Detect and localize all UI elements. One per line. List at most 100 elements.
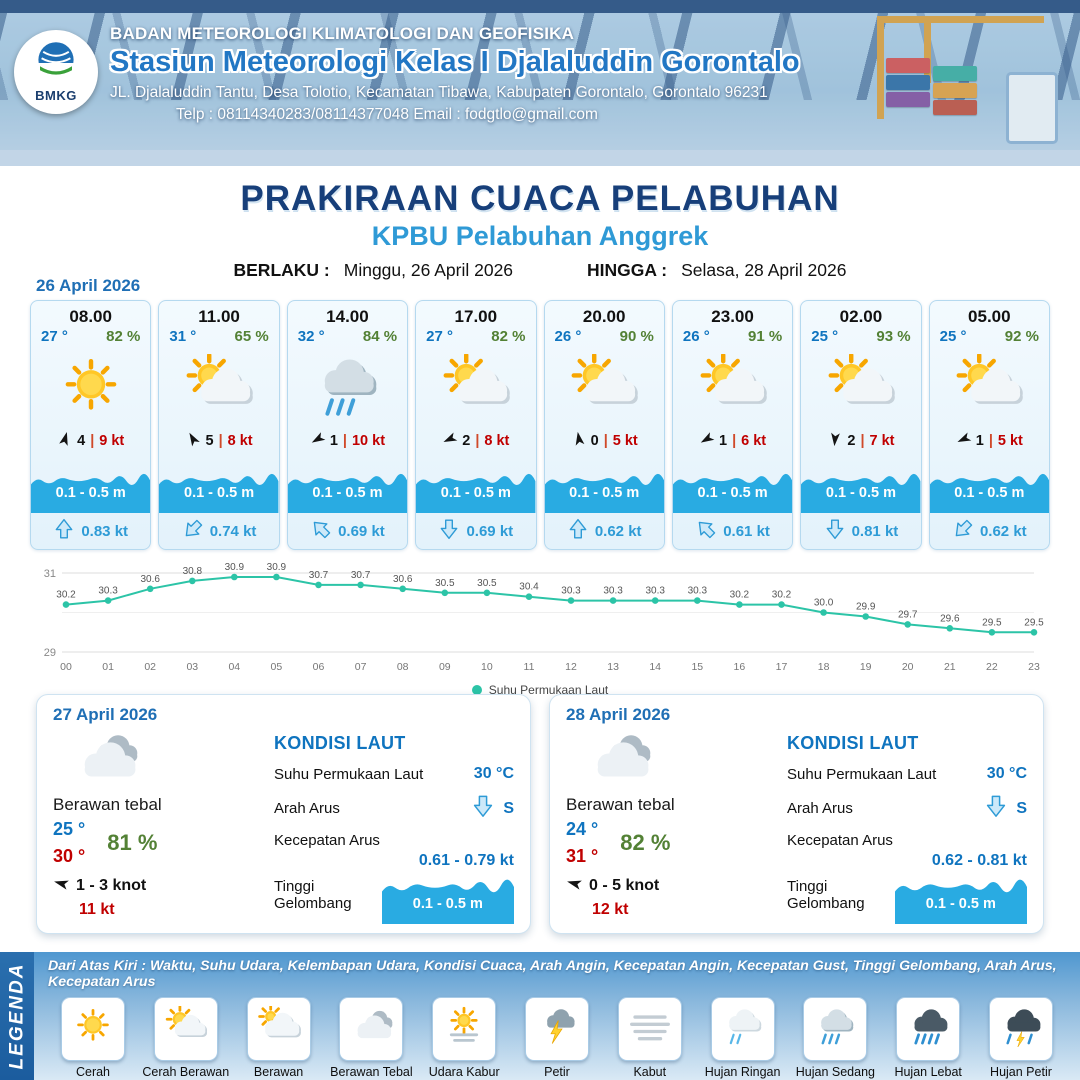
forecast-card-02.00: 02.00 25 ° 93 % 2 | 7 kt 0.1 - 0.5 m 0.81 kt bbox=[800, 300, 922, 550]
legend-item-hujan-petir: Hujan Petir bbox=[976, 997, 1066, 1079]
sea-conditions-title: KONDISI LAUT bbox=[274, 733, 406, 753]
svg-text:13: 13 bbox=[607, 661, 619, 673]
wave-height-label: Tinggi Gelombang bbox=[787, 878, 865, 912]
wind-direction-icon bbox=[699, 431, 715, 451]
svg-text:30.7: 30.7 bbox=[309, 570, 329, 581]
card-temperature: 26 ° bbox=[554, 328, 582, 345]
valid-to-label: HINGGA : bbox=[587, 260, 668, 280]
legend-item-berawan-tebal: Berawan Tebal bbox=[326, 997, 416, 1079]
wind-direction-icon bbox=[310, 431, 326, 451]
bmkg-logo: BMKG bbox=[14, 30, 98, 114]
chart-legend: Suhu Permukaan Laut bbox=[30, 683, 1050, 697]
daily-humidity: 82 % bbox=[620, 830, 671, 855]
wave-height-value: 0.1 - 0.5 m bbox=[184, 485, 255, 501]
current-speed: 0.69 kt bbox=[338, 522, 385, 540]
daily-date: 28 April 2026 bbox=[566, 705, 671, 724]
daily-condition: Berawan tebal bbox=[566, 795, 675, 814]
current-speed: 0.62 kt bbox=[979, 522, 1027, 540]
card-time: 11.00 bbox=[198, 307, 240, 326]
wind-speed: 9 kt bbox=[99, 433, 125, 449]
card-humidity: 82 % bbox=[491, 328, 526, 345]
card-humidity: 93 % bbox=[876, 328, 911, 345]
current-speed-value: 0.61 - 0.79 kt bbox=[418, 852, 514, 869]
current-direction-value: S bbox=[1016, 799, 1027, 817]
svg-text:15: 15 bbox=[691, 661, 703, 673]
svg-text:30.6: 30.6 bbox=[393, 574, 413, 585]
wave-height-value: 0.1 - 0.5 m bbox=[55, 485, 126, 501]
svg-text:21: 21 bbox=[944, 661, 956, 673]
daily-card-28-april: 28 April 2026 Berawan tebal 24 ° 31 ° 82… bbox=[549, 694, 1044, 934]
wave-icon bbox=[381, 879, 514, 924]
wave-height-band: 0.1 - 0.5 m bbox=[801, 469, 921, 513]
wave-height-band: 0.1 - 0.5 m bbox=[31, 469, 151, 513]
wave-height-band: 0.1 - 0.5 m bbox=[416, 469, 536, 513]
wave-height-band: 0.1 - 0.5 m bbox=[287, 469, 408, 513]
wind-direction-icon bbox=[57, 431, 73, 451]
container-illustration bbox=[933, 100, 977, 115]
forecast-cards-row: 08.00 27 ° 82 % 4 | 9 kt 0.1 - 0.5 m 0.83 kt 11.… bbox=[30, 300, 1050, 550]
weather-icon-udara-kabur bbox=[439, 1006, 489, 1052]
container-illustration bbox=[933, 66, 977, 81]
svg-text:30.8: 30.8 bbox=[183, 566, 203, 577]
wind-speed: 8 kt bbox=[227, 433, 253, 449]
wave-icon bbox=[894, 879, 1027, 924]
svg-text:30.6: 30.6 bbox=[140, 574, 160, 585]
container-illustration bbox=[886, 92, 930, 107]
wind-value: 0 bbox=[590, 433, 599, 449]
separator: | bbox=[988, 433, 993, 449]
legend-item-label: Hujan Ringan bbox=[704, 1065, 781, 1079]
legend-icon-box bbox=[339, 997, 404, 1061]
svg-text:09: 09 bbox=[439, 661, 451, 673]
weather-icon-cerah-berawan bbox=[930, 345, 1049, 429]
valid-to-date: Selasa, 28 April 2026 bbox=[681, 260, 847, 280]
card-temperature: 31 ° bbox=[169, 328, 197, 345]
svg-text:20: 20 bbox=[902, 661, 914, 673]
current-direction-value: S bbox=[503, 799, 514, 817]
forecast-card-05.00: 05.00 25 ° 92 % 1 | 5 kt 0.1 - 0.5 m 0.62 kt bbox=[928, 300, 1050, 550]
station-contact: Telp : 08114340283/08114377048 Email : f… bbox=[176, 106, 598, 123]
svg-text:07: 07 bbox=[355, 661, 367, 673]
legend-item-cerah-berawan: Cerah Berawan bbox=[141, 997, 231, 1079]
legend-item-label: Kabut bbox=[633, 1065, 667, 1079]
legend-item-petir: Petir bbox=[512, 997, 602, 1079]
crane-illustration bbox=[877, 16, 1044, 119]
container-illustration bbox=[933, 83, 977, 98]
card-humidity: 84 % bbox=[362, 328, 398, 345]
weather-icon-cerah bbox=[31, 345, 150, 429]
wave-height-band: 0.1 - 0.5 m bbox=[159, 469, 279, 513]
svg-text:05: 05 bbox=[271, 661, 283, 673]
svg-text:19: 19 bbox=[860, 661, 872, 673]
forecast-card-23.00: 23.00 26 ° 91 % 1 | 6 kt 0.1 - 0.5 m 0.61 kt bbox=[671, 300, 794, 550]
legend-item-label: Hujan Lebat bbox=[894, 1065, 962, 1079]
wind-speed: 6 kt bbox=[741, 433, 767, 449]
chart-legend-dot bbox=[471, 685, 482, 695]
wind-direction-icon bbox=[442, 431, 458, 451]
separator: | bbox=[603, 433, 608, 449]
svg-text:30.9: 30.9 bbox=[267, 562, 287, 573]
signboard-illustration bbox=[1006, 72, 1058, 144]
svg-text:30.2: 30.2 bbox=[772, 590, 792, 601]
card-time: 23.00 bbox=[711, 307, 754, 326]
svg-text:11: 11 bbox=[524, 661, 535, 673]
weather-icon-cerah-berawan bbox=[161, 1005, 211, 1052]
separator: | bbox=[860, 433, 865, 449]
wave-height-value: 0.1 - 0.5 m bbox=[412, 896, 483, 912]
current-direction-icon bbox=[310, 518, 332, 545]
current-direction-icon bbox=[182, 518, 204, 545]
legend-item-label: Berawan Tebal bbox=[330, 1065, 413, 1079]
daily-wind-range: 0 - 5 knot bbox=[589, 877, 660, 894]
valid-from-label: BERLAKU : bbox=[233, 260, 330, 280]
card-temperature: 32 ° bbox=[297, 328, 325, 345]
svg-text:22: 22 bbox=[986, 661, 998, 673]
current-direction-icon bbox=[984, 794, 1008, 823]
daily-date: 27 April 2026 bbox=[53, 705, 158, 724]
svg-text:30.3: 30.3 bbox=[645, 586, 665, 597]
separator: | bbox=[342, 433, 347, 449]
separator: | bbox=[218, 433, 223, 449]
weather-icon-hujan-sedang bbox=[288, 345, 407, 429]
daily-temp-max: 31 ° bbox=[566, 846, 599, 866]
weather-icon-berawan bbox=[254, 1004, 304, 1052]
current-direction-label: Arah Arus bbox=[274, 800, 340, 817]
card-humidity: 82 % bbox=[106, 328, 141, 345]
weather-icon-berawan-tebal bbox=[53, 727, 258, 791]
